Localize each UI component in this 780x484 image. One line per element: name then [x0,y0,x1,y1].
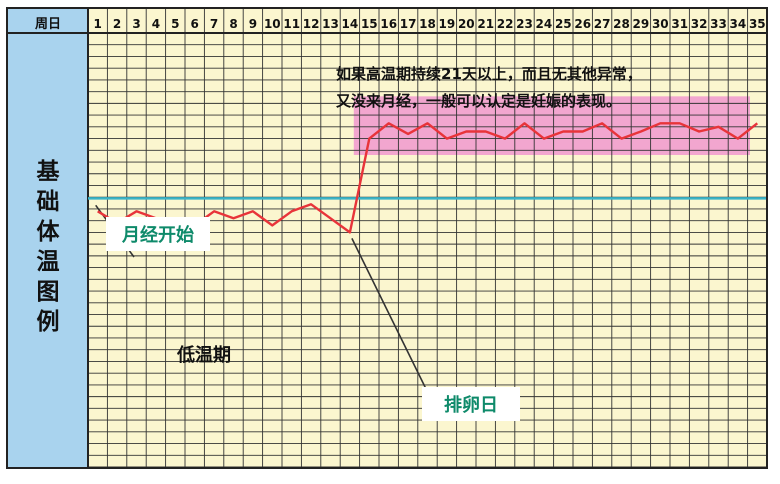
menstruation-start-callout [106,217,210,251]
x-tick-label: 3 [132,17,140,31]
x-tick-label: 2 [113,17,121,31]
x-tick-label: 9 [249,17,257,31]
x-tick-label: 35 [749,17,766,31]
x-tick-label: 10 [264,17,281,31]
y-axis-label-char: 温 [37,249,60,275]
chart-canvas: 1 2 3 4 5 6 7 8 9 10 11 12 13 14 15 16 17 18 19 20 21 22 23 24 2… [8,9,766,467]
y-axis-label-char: 例 [37,309,60,335]
x-tick-label: 30 [652,17,669,31]
x-tick-label: 20 [458,17,475,31]
x-tick-label: 34 [730,17,747,31]
x-tick-label: 14 [342,17,359,31]
x-tick-label: 21 [477,17,494,31]
y-axis-label-char: 图 [37,279,60,305]
x-tick-label: 4 [152,17,160,31]
note-line-1: 如果高温期持续21天以上，而且无其他异常， [336,65,642,83]
y-axis-label-char: 础 [37,189,60,215]
note-line-2: 又没来月经，一般可以认定是妊娠的表现。 [336,92,621,110]
sidebar-panel [8,9,88,467]
x-tick-label: 24 [536,17,553,31]
temperature-curve [97,122,759,234]
low-temp-period-label: 低温期 [176,344,231,366]
x-tick-label: 23 [516,17,533,31]
y-axis-label-char: 基 [37,159,61,185]
x-tick-label: 12 [303,17,320,31]
header-label: 周日 [35,17,61,32]
x-tick-label: 33 [710,17,727,31]
x-tick-label: 26 [574,17,591,31]
x-tick-label: 27 [594,17,611,31]
x-tick-label: 31 [671,17,688,31]
x-tick-label: 29 [633,17,650,31]
x-tick-label: 19 [439,17,456,31]
x-tick-label: 5 [171,17,179,31]
x-tick-label: 17 [400,17,417,31]
x-tick-label: 18 [419,17,436,31]
basal-temperature-chart: 1 2 3 4 5 6 7 8 9 10 11 12 13 14 15 16 17 18 19 20 21 22 23 24 2… [6,7,768,469]
y-axis-label-char: 体 [37,219,61,245]
menstruation-start-label: 月经开始 [121,224,194,246]
x-tick-label: 22 [497,17,514,31]
x-tick-label: 16 [380,17,397,31]
x-tick-label: 15 [361,17,378,31]
x-tick-label: 32 [691,17,708,31]
x-tick-label: 7 [210,17,218,31]
ovulation-day-callout [422,387,520,421]
x-tick-label: 8 [229,17,237,31]
ovulation-day-pointer [351,238,429,394]
x-tick-label: 13 [322,17,339,31]
x-tick-label: 25 [555,17,572,31]
x-tick-label: 6 [191,17,199,31]
x-tick-label: 1 [94,17,102,31]
x-tick-label: 11 [283,17,300,31]
ovulation-day-label: 排卵日 [444,394,498,416]
x-tick-label: 28 [613,17,630,31]
